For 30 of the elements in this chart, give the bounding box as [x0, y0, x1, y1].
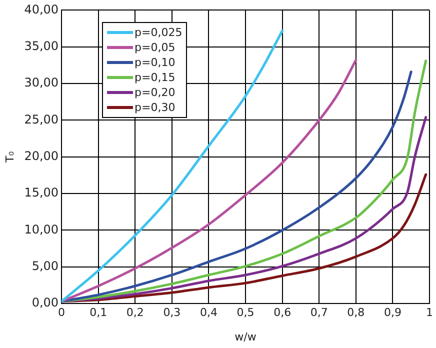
- legend-label: p=0,10: [134, 56, 176, 70]
- y-tick-label: 35,00: [24, 39, 59, 53]
- line-series: [62, 29, 284, 303]
- y-axis-title: T₀: [3, 150, 16, 164]
- x-axis-title: w/w: [234, 330, 256, 344]
- y-tick-label: 0,00: [32, 296, 59, 310]
- legend-label: p=0,15: [134, 71, 176, 84]
- x-tick-label: 1: [426, 306, 433, 320]
- y-tick-label: 40,00: [24, 2, 59, 16]
- x-tick-label: 0,6: [274, 306, 292, 320]
- y-tick-label: 20,00: [24, 149, 59, 164]
- x-tick-label: 0,3: [163, 306, 181, 320]
- y-tick-label: 30,00: [24, 76, 59, 90]
- x-tick-label: 0,4: [200, 306, 218, 320]
- x-tick-label: 0,9: [384, 306, 402, 320]
- x-tick-label: 0,5: [236, 306, 254, 320]
- x-tick-label: 0,2: [126, 306, 144, 320]
- legend-label: p=0,20: [134, 86, 176, 100]
- y-tick-label: 15,00: [24, 186, 59, 200]
- y-tick-label: 10,00: [24, 222, 59, 236]
- y-tick-label: 5,00: [32, 259, 59, 274]
- legend-label: p=0,025: [134, 26, 182, 40]
- x-tick-label: 0,8: [347, 306, 365, 320]
- x-tick-label: 0,1: [90, 306, 108, 320]
- line-series: [62, 58, 358, 303]
- y-tick-label: 25,00: [24, 112, 59, 126]
- legend-label: p=0,30: [134, 101, 176, 114]
- x-tick-label: 0,7: [310, 306, 328, 320]
- legend-label: p=0,05: [134, 41, 176, 54]
- x-tick-label: 0: [58, 306, 66, 320]
